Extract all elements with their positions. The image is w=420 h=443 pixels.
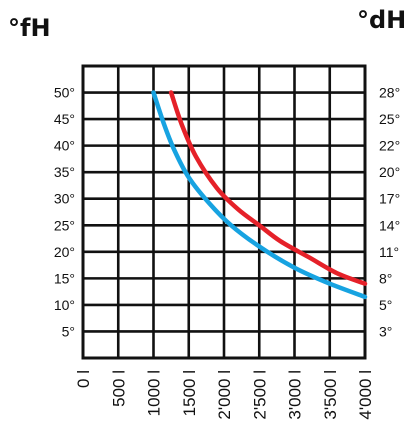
x-tick-label: 1000 l [145,370,164,416]
left-tick-label: 35° [54,164,75,180]
right-tick-label: 22° [379,138,400,154]
x-tick-label: 3'500 l [321,370,340,420]
left-tick-label: 50° [54,85,75,101]
left-tick-label: 15° [54,270,75,286]
x-axis-ticks: 0 l 500 l 1000 l 1500 l 2'000 l 2'500 l 3'000 … [74,370,375,420]
right-tick-label: 25° [379,111,400,127]
x-tick-label: 2'000 l [215,370,234,420]
series-line-0 [171,93,365,284]
x-tick-label: 0 l [74,370,93,388]
left-tick-label: 20° [54,244,75,260]
right-tick-label: 11° [379,244,399,260]
right-tick-label: 20° [379,164,400,180]
x-tick-label: 1500 l [180,370,199,416]
left-tick-label: 25° [54,217,75,233]
x-tick-label: 500 l [109,370,128,407]
left-tick-label: 40° [54,138,75,154]
x-tick-label: 4'000 l [356,370,375,420]
right-tick-label: 8° [379,270,392,286]
left-tick-label: 5° [62,323,75,339]
right-tick-label: 28° [379,85,400,101]
x-tick-label: 3'000 l [286,370,305,420]
right-axis-ticks: 28° 25° 22° 20° 17° 14° 11° 8° 5° 3° [379,85,400,340]
grid [83,66,365,358]
left-tick-label: 30° [54,191,75,207]
right-tick-label: 14° [379,217,400,233]
left-tick-label: 45° [54,111,75,127]
right-tick-label: 3° [379,323,392,339]
right-tick-label: 5° [379,297,392,313]
left-unit-label: °fH [8,14,51,42]
left-tick-label: 10° [54,297,75,313]
right-unit-label: °dH [357,6,406,34]
x-tick-label: 2'500 l [250,370,269,420]
left-axis-ticks: 50° 45° 40° 35° 30° 25° 20° 15° 10° 5° [54,85,75,340]
right-tick-label: 17° [379,191,400,207]
